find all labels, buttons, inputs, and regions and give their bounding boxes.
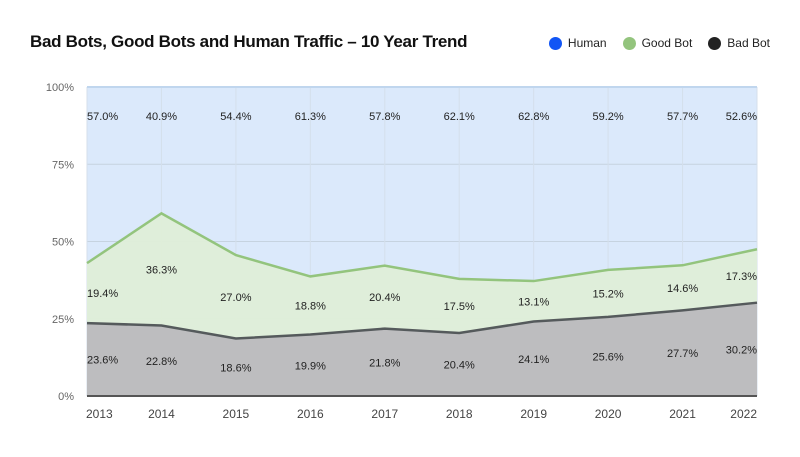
y-tick-label: 75%: [52, 159, 74, 171]
legend-swatch-human: [548, 36, 562, 50]
x-tick-label: 2016: [297, 407, 324, 421]
y-tick-label: 50%: [52, 237, 74, 249]
data-label-human: 57.7%: [667, 111, 698, 123]
data-label-bad-bot: 24.1%: [518, 354, 549, 366]
data-label-good-bot: 17.5%: [444, 301, 475, 313]
data-label-human: 62.1%: [444, 111, 475, 123]
x-tick-label: 2022: [730, 407, 757, 421]
legend-label-bad-bot: Bad Bot: [727, 36, 770, 50]
data-label-human: 59.2%: [593, 111, 624, 123]
data-label-bad-bot: 27.7%: [667, 348, 698, 360]
legend-item-bad-bot: Bad Bot: [708, 36, 770, 50]
x-tick-label: 2013: [86, 407, 113, 421]
legend: Human Good Bot Bad Bot: [548, 36, 770, 50]
x-tick-label: 2018: [446, 407, 473, 421]
data-label-good-bot: 36.3%: [146, 264, 177, 276]
x-tick-label: 2017: [371, 407, 398, 421]
data-label-good-bot: 20.4%: [369, 292, 400, 304]
data-label-human: 57.0%: [87, 111, 118, 123]
data-label-good-bot: 19.4%: [87, 288, 118, 300]
data-label-bad-bot: 25.6%: [593, 351, 624, 363]
data-label-good-bot: 14.6%: [667, 283, 698, 295]
data-label-human: 61.3%: [295, 111, 326, 123]
legend-swatch-good-bot: [622, 36, 636, 50]
legend-swatch-bad-bot: [708, 36, 722, 50]
data-label-bad-bot: 21.8%: [369, 357, 400, 369]
data-label-bad-bot: 18.6%: [220, 362, 251, 374]
data-label-good-bot: 17.3%: [726, 271, 757, 283]
data-label-human: 54.4%: [220, 111, 251, 123]
x-tick-label: 2020: [595, 407, 622, 421]
data-label-human: 57.8%: [369, 111, 400, 123]
data-label-bad-bot: 30.2%: [726, 344, 757, 356]
data-label-bad-bot: 23.6%: [87, 355, 118, 367]
legend-label-human: Human: [567, 36, 607, 50]
data-label-good-bot: 18.8%: [295, 300, 326, 312]
legend-item-good-bot: Good Bot: [622, 36, 693, 50]
data-label-human: 62.8%: [518, 111, 549, 123]
y-tick-label: 25%: [52, 314, 74, 326]
x-tick-label: 2014: [148, 407, 175, 421]
line-bad-bot: [86, 301, 758, 340]
data-label-bad-bot: 19.9%: [295, 360, 326, 372]
data-label-bad-bot: 22.8%: [146, 356, 177, 368]
data-label-good-bot: 13.1%: [518, 296, 549, 308]
y-tick-label: 100%: [46, 82, 74, 94]
data-label-good-bot: 15.2%: [593, 288, 624, 300]
area-bad-bot: [87, 302, 757, 396]
data-label-good-bot: 27.0%: [220, 292, 251, 304]
chart-title: Bad Bots, Good Bots and Human Traffic – …: [30, 32, 468, 51]
x-tick-label: 2019: [520, 407, 547, 421]
x-tick-label: 2021: [669, 407, 696, 421]
legend-item-human: Human: [548, 36, 607, 50]
line-good-bot: [86, 211, 758, 283]
y-tick-label: 0%: [58, 391, 74, 403]
data-label-bad-bot: 20.4%: [444, 359, 475, 371]
data-label-human: 52.6%: [726, 111, 757, 123]
x-tick-label: 2015: [223, 407, 250, 421]
data-label-human: 40.9%: [146, 111, 177, 123]
legend-label-good-bot: Good Bot: [641, 36, 693, 50]
